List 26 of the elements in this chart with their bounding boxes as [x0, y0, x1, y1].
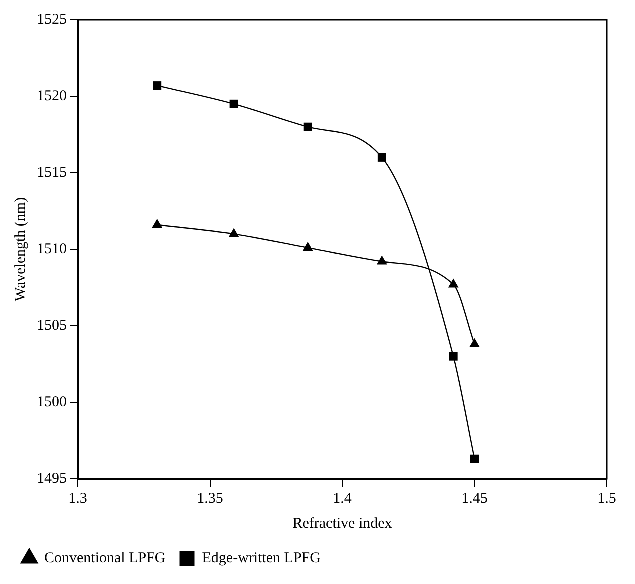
point — [304, 122, 312, 132]
point — [470, 338, 480, 348]
x-tick-label: 1.5 — [598, 490, 616, 507]
x-tick-label: 1.35 — [197, 490, 224, 507]
point — [448, 278, 459, 288]
y-tick-label: 1520 — [37, 88, 67, 104]
point — [152, 219, 163, 228]
point — [378, 153, 386, 162]
y-axis-title: Wavelength (nm) — [12, 197, 29, 302]
point — [230, 100, 238, 108]
point — [302, 242, 314, 251]
y-tick-label: 1495 — [37, 470, 67, 487]
x-tick-label: 1.4 — [333, 490, 352, 507]
point — [153, 82, 162, 90]
x-tick-label: 1.3 — [68, 490, 88, 507]
legend-label: Conventional LPFG — [44, 550, 166, 566]
y-tick-label: 1510 — [37, 241, 67, 258]
x-axis-title: Refractive index — [292, 516, 393, 532]
legend-label: Edge-written LPFG — [202, 550, 322, 566]
y-tick-label: 1500 — [37, 394, 67, 410]
y-tick-label: 1505 — [37, 318, 67, 334]
x-tick-label: 1.45 — [462, 490, 488, 507]
point — [376, 256, 388, 265]
y-tick-label: 1515 — [37, 164, 67, 181]
y-tick-label: 1525 — [37, 12, 67, 28]
point — [228, 228, 240, 238]
